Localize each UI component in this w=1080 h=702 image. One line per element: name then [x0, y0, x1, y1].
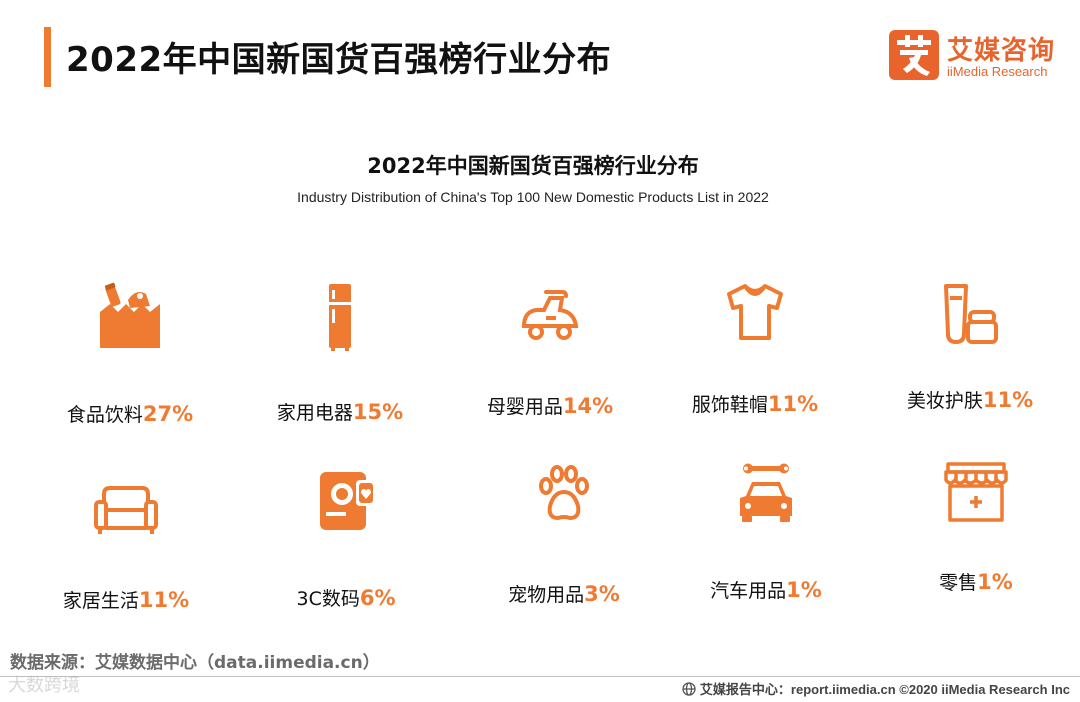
industry-name: 服饰鞋帽: [691, 394, 768, 416]
industry-name: 汽车用品: [710, 580, 787, 602]
industry-name: 宠物用品: [508, 584, 585, 606]
industry-name: 食品饮料: [66, 404, 143, 426]
cosmetics-icon: [930, 280, 1010, 350]
logo-english-text: iiMedia Research: [947, 64, 1048, 79]
camera-icon: [306, 468, 386, 538]
iimedia-logo-icon: [889, 30, 939, 80]
industry-percent: 11%: [982, 388, 1034, 412]
paw-icon: [524, 460, 604, 530]
industry-percent: 15%: [352, 400, 404, 424]
industry-label: 食品饮料27%: [30, 400, 230, 427]
industry-label: 美妆护肤11%: [870, 386, 1070, 413]
industry-label: 家居生活11%: [26, 586, 226, 613]
industry-label: 3C数码6%: [246, 584, 446, 611]
tshirt-icon: [715, 280, 795, 350]
refrigerator-icon: [300, 282, 380, 352]
industry-name: 零售: [939, 572, 978, 594]
logo-chinese-text: 艾媒咨询: [947, 36, 1056, 66]
sofa-icon: [86, 474, 166, 544]
industry-name: 3C数码: [296, 588, 360, 610]
industry-name: 家居生活: [62, 590, 139, 612]
footer: 艾媒报告中心：report.iimedia.cn ©2020 iiMedia R…: [682, 679, 1070, 698]
industry-percent: 6%: [359, 586, 396, 610]
footer-text[interactable]: 艾媒报告中心：report.iimedia.cn ©2020 iiMedia R…: [699, 682, 1070, 697]
industry-name: 母婴用品: [486, 396, 563, 418]
industry-percent: 1%: [786, 578, 822, 602]
industry-percent: 11%: [138, 588, 190, 612]
industry-name: 美妆护肤: [906, 390, 983, 412]
industry-label: 服饰鞋帽11%: [655, 390, 855, 417]
industry-percent: 14%: [562, 394, 614, 418]
chart-title: 2022年中国新国货百强榜行业分布: [367, 154, 699, 178]
page-title: 2022年中国新国货百强榜行业分布: [66, 40, 612, 80]
globe-icon: [682, 682, 696, 696]
footer-divider: [0, 676, 1080, 677]
car-wrench-icon: [726, 460, 806, 530]
toy-car-icon: [510, 282, 590, 352]
industry-label: 家用电器15%: [240, 398, 440, 425]
industry-label: 宠物用品3%: [464, 580, 664, 607]
industry-name: 家用电器: [276, 402, 353, 424]
industry-label: 母婴用品14%: [450, 392, 650, 419]
industry-percent: 11%: [767, 392, 819, 416]
grocery-bag-icon: [90, 282, 170, 352]
industry-label: 汽车用品1%: [666, 576, 866, 603]
data-source: 数据来源：艾媒数据中心（data.iimedia.cn）: [10, 653, 380, 673]
industry-percent: 3%: [584, 582, 620, 606]
industry-label: 零售1%: [876, 568, 1076, 595]
title-accent-bar: [44, 27, 51, 87]
industry-percent: 1%: [977, 570, 1013, 594]
storefront-icon: [936, 460, 1016, 530]
industry-percent: 27%: [142, 402, 194, 426]
iimedia-logo[interactable]: 艾媒咨询 iiMedia Research: [889, 30, 1064, 82]
watermark: 大数跨境: [8, 675, 80, 696]
chart-subtitle: Industry Distribution of China's Top 100…: [297, 189, 769, 205]
